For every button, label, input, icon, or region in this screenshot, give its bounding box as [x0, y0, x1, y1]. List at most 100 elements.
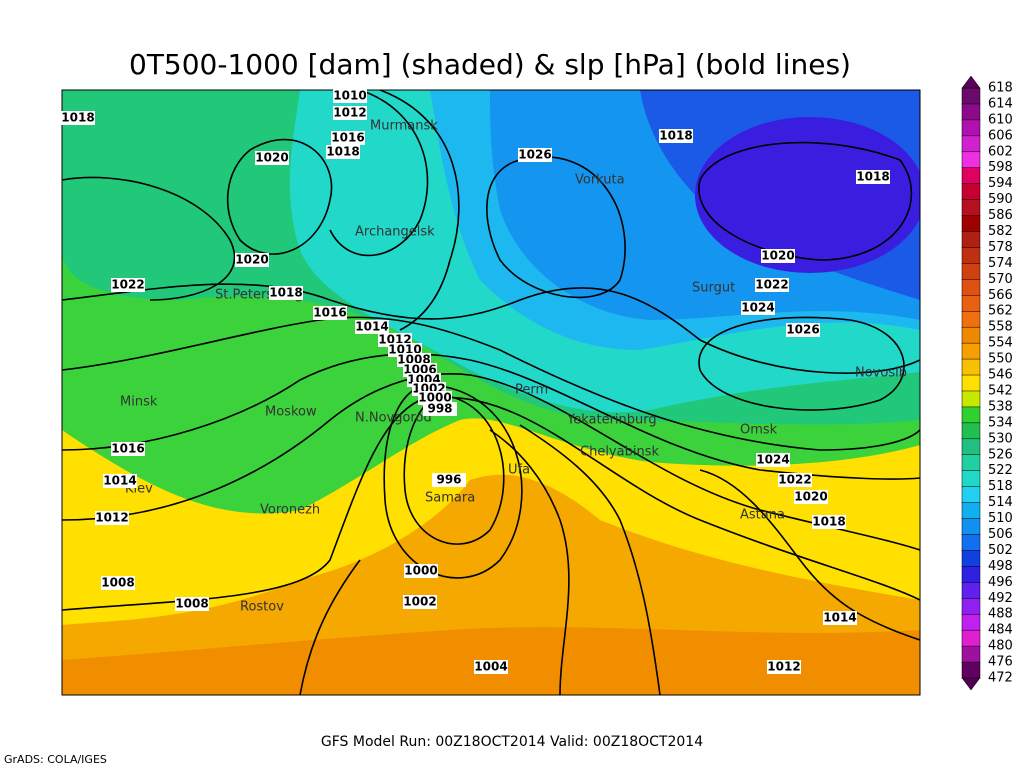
isobar-label-box	[767, 660, 801, 674]
isobar-label: 1022	[111, 278, 144, 292]
colorbar-segment	[961, 661, 981, 679]
isobar-label: 1000	[404, 564, 437, 578]
isobar-label-box	[741, 301, 775, 315]
isobar-label-box	[235, 253, 269, 267]
colorbar-segment	[961, 247, 981, 265]
isobar-label: 1018	[856, 170, 889, 184]
isobar-label: 1016	[111, 442, 144, 456]
isobar-label-box	[111, 442, 145, 456]
isobar-label: 1016	[331, 131, 364, 145]
isobar-label-box	[474, 660, 508, 674]
colorbar-label: 534	[988, 415, 1013, 430]
isobar-label-box	[95, 511, 129, 525]
city-label: Samara	[425, 491, 475, 506]
city-label: Ufa	[508, 463, 530, 478]
colorbar-segment	[961, 438, 981, 456]
colorbar-segment	[961, 454, 981, 472]
map-frame	[61, 89, 921, 696]
colorbar-segment	[961, 295, 981, 312]
colorbar-label: 578	[988, 240, 1013, 255]
colorbar-label: 542	[988, 383, 1013, 398]
colorbar-segment	[961, 215, 981, 233]
isobar-label: 1020	[235, 253, 268, 267]
colorbar-label: 610	[988, 112, 1013, 127]
colorbar-label: 606	[988, 128, 1013, 143]
isobar-label: 996	[436, 473, 461, 487]
isobar-label: 1012	[95, 511, 128, 525]
isobar-label-box	[423, 402, 457, 416]
colorbar-segment	[961, 151, 981, 169]
isobar-label: 1020	[255, 151, 288, 165]
isobar-label: 1022	[778, 473, 811, 487]
isobar-label: 998	[427, 402, 452, 416]
colorbar-segment	[961, 629, 981, 647]
colorbar-label: 480	[988, 639, 1013, 654]
isobar-label: 1024	[756, 453, 789, 467]
city-label: Vorkuta	[575, 173, 625, 188]
isobar-label-box	[404, 564, 438, 578]
isobar-label-box	[255, 151, 289, 165]
colorbar-label: 618	[988, 81, 1013, 96]
city-label: Minsk	[120, 395, 158, 410]
colorbar-label: 506	[988, 527, 1013, 542]
isobar-label-box	[355, 320, 389, 334]
isobar-label-box	[418, 391, 452, 405]
isobar-label: 1014	[103, 474, 136, 488]
city-label: Murmansk	[370, 119, 438, 134]
isobar-label: 1020	[761, 249, 794, 263]
isobar-label-box	[326, 145, 360, 159]
isobar-label: 1018	[659, 129, 692, 143]
colorbar-label: 550	[988, 352, 1013, 367]
isobar-label: 1018	[326, 145, 359, 159]
colorbar-label: 518	[988, 479, 1013, 494]
colorbar-label: 484	[988, 623, 1013, 638]
isobar-label-box	[331, 131, 365, 145]
colorbar-label: 514	[988, 495, 1013, 510]
city-label: Archangelsk	[355, 225, 435, 240]
colorbar-label: 574	[988, 256, 1013, 271]
colorbar-label: 502	[988, 543, 1013, 558]
isobar-label-box	[111, 278, 145, 292]
colorbar-label: 614	[988, 96, 1013, 111]
colorbar-segment	[961, 231, 981, 249]
footer-credit: GrADS: COLA/IGES	[4, 753, 107, 766]
colorbar-label: 590	[988, 192, 1013, 207]
colorbar-label: 510	[988, 511, 1013, 526]
colorbar-segment	[961, 502, 981, 520]
colorbar-label: 488	[988, 607, 1013, 622]
isobar-label: 1002	[403, 595, 436, 609]
isobar-label: 1026	[786, 323, 819, 337]
isobar-label-box	[269, 286, 303, 300]
city-label: Moskow	[265, 405, 317, 420]
colorbar-label: 546	[988, 368, 1013, 383]
colorbar-label: 538	[988, 399, 1013, 414]
colorbar-arrow-top	[961, 75, 981, 89]
colorbar-segment	[961, 566, 981, 584]
isobar-label-box	[103, 474, 137, 488]
isobar-label-box	[659, 129, 693, 143]
city-label: Astana	[740, 508, 785, 523]
city-label: Novosib	[855, 366, 907, 381]
colorbar-arrow-bottom	[961, 677, 981, 691]
isobar-label: 1008	[175, 597, 208, 611]
isobar-label: 1018	[269, 286, 302, 300]
city-label: Omsk	[740, 423, 778, 438]
colorbar-segment	[961, 598, 981, 615]
colorbar-segment	[961, 167, 981, 185]
colorbar-segment	[961, 534, 981, 552]
colorbar-label: 558	[988, 320, 1013, 335]
isobar-label: 1012	[767, 660, 800, 674]
colorbar: 6186146106066025985945905865825785745705…	[961, 75, 1013, 691]
colorbar-label: 594	[988, 176, 1013, 191]
footer-run: GFS Model Run: 00Z18OCT2014 Valid: 00Z18…	[321, 734, 703, 750]
city-label: N.Novgorod	[355, 411, 432, 426]
colorbar-segment	[961, 422, 981, 440]
isobar-label: 1004	[474, 660, 507, 674]
colorbar-segment	[961, 406, 981, 424]
isobar-label-box	[313, 306, 347, 320]
colorbar-segment	[961, 199, 981, 217]
isobar-label: 1014	[355, 320, 388, 334]
colorbar-label: 582	[988, 224, 1013, 239]
